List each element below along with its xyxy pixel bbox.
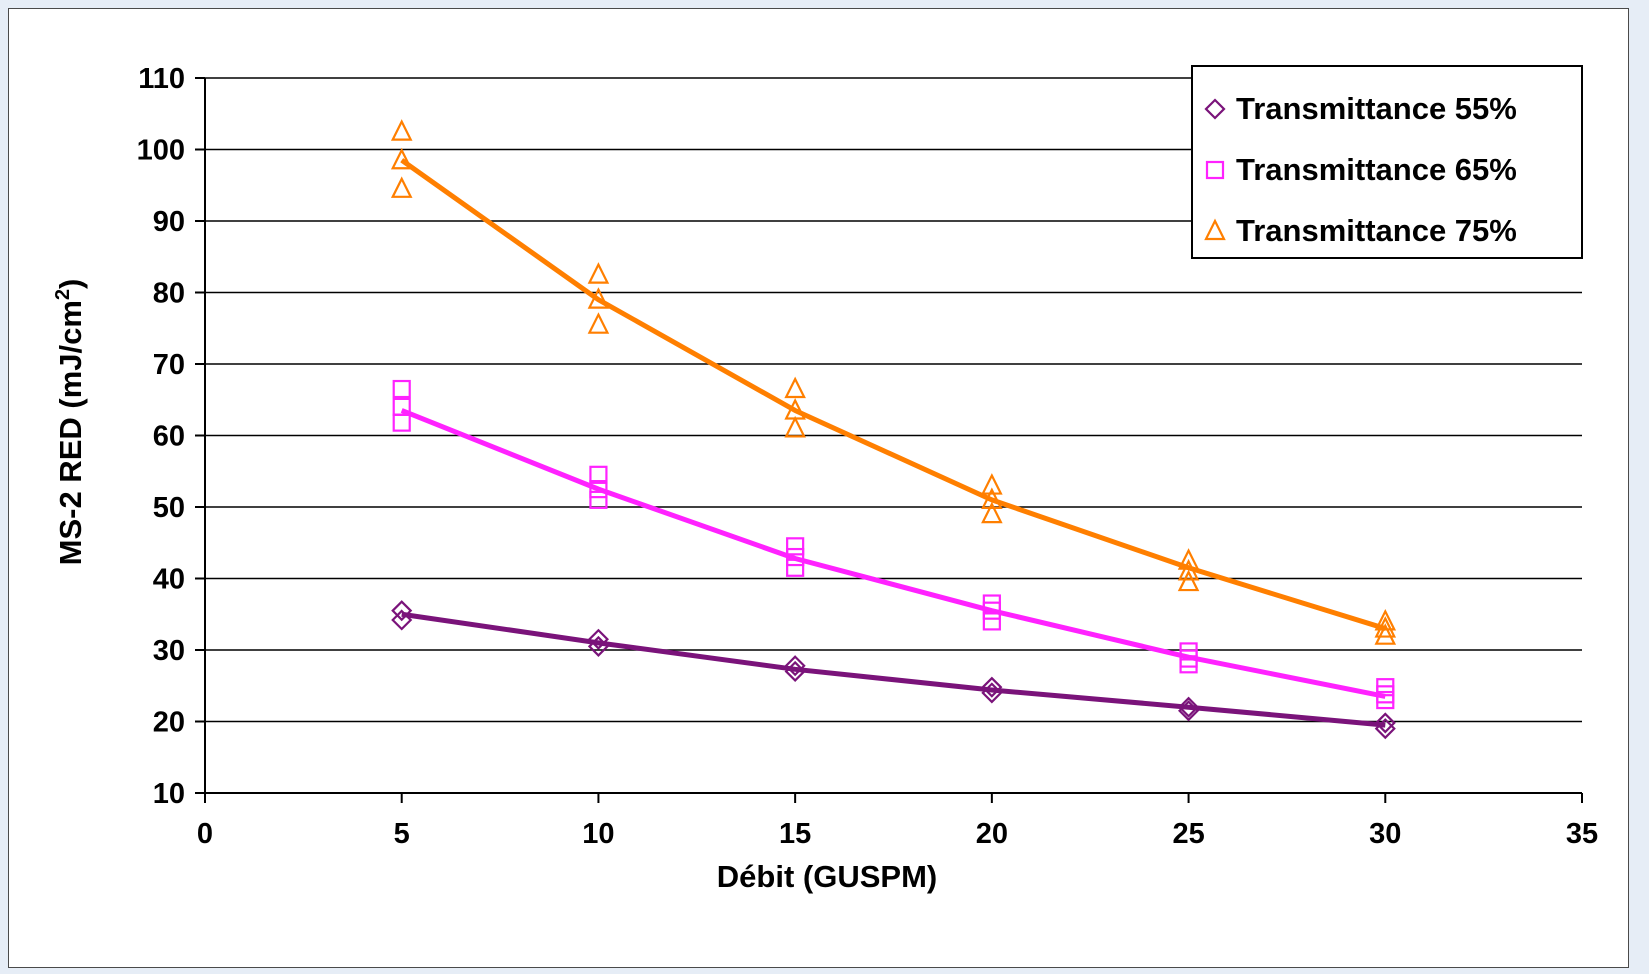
- data-point-s2-15: [1179, 655, 1198, 674]
- data-point-s3-6: [587, 312, 610, 334]
- legend-marker-1: [1204, 98, 1226, 120]
- data-point-s2-1: [392, 379, 411, 399]
- y-tick-label-50: 50: [153, 492, 185, 524]
- y-tick-label-60: 60: [153, 421, 185, 453]
- data-point-s1-11: [1374, 712, 1396, 734]
- legend-label-55: Transmittance 55%: [1236, 91, 1517, 126]
- data-point-s3-14: [1177, 558, 1200, 581]
- trend-line-2: [400, 408, 1386, 699]
- x-tick-label-5: 5: [394, 818, 410, 850]
- data-point-s1-9: [1178, 696, 1200, 718]
- y-axis-title-end: ): [53, 279, 88, 289]
- data-point-s1-3: [587, 628, 609, 650]
- data-point-s1-2: [391, 609, 413, 631]
- data-point-s3-3: [390, 176, 413, 198]
- data-point-s2-3: [392, 413, 411, 432]
- data-point-s2-6: [589, 490, 608, 509]
- trend-line-1: [401, 611, 1386, 728]
- x-tick-label-30: 30: [1369, 818, 1401, 850]
- data-point-s2-5: [589, 480, 608, 499]
- trend-lines: [400, 158, 1387, 728]
- tick-labels: 10 20 30 40 50 60 70 80 90 100 110 0 5 10 15 20 25 30 35: [137, 63, 1599, 850]
- data-point-s1-12: [1374, 718, 1396, 740]
- x-tick-label-15: 15: [779, 818, 811, 850]
- y-axis-title-main: MS-2 RED (mJ/cm: [53, 300, 88, 565]
- y-tick-label-40: 40: [153, 564, 185, 596]
- data-point-s3-17: [1374, 616, 1397, 638]
- y-axis-title: MS-2 RED (mJ/cm2): [52, 279, 88, 566]
- legend: Transmittance 55% Transmittance 65% Tran…: [1191, 65, 1583, 259]
- chart-svg: 10 20 30 40 50 60 70 80 90 100 110 0 5 10 15 20 25 30 35 D…: [52, 63, 1599, 894]
- data-point-s3-16: [1374, 608, 1397, 631]
- data-point-s2-9: [786, 558, 805, 577]
- data-point-s1-1: [391, 600, 413, 622]
- x-tick-label-35: 35: [1566, 818, 1598, 850]
- y-tick-label-70: 70: [153, 349, 185, 381]
- x-tick-label-20: 20: [976, 818, 1008, 850]
- data-point-s3-2: [390, 147, 413, 170]
- data-point-s2-7: [786, 537, 805, 556]
- data-point-s1-7: [981, 676, 1003, 698]
- data-point-s1-4: [587, 635, 609, 657]
- legend-box: [1191, 65, 1583, 259]
- data-point-s2-18: [1376, 690, 1395, 710]
- data-point-s2-4: [589, 465, 608, 484]
- data-point-s1-10: [1178, 700, 1200, 722]
- data-point-s3-11: [981, 487, 1003, 509]
- axes: [195, 77, 1583, 803]
- data-point-s2-8: [786, 547, 805, 567]
- data-point-s3-15: [1177, 569, 1200, 592]
- data-point-s3-5: [587, 287, 610, 309]
- data-point-s1-8: [981, 682, 1003, 704]
- data-points: [390, 119, 1397, 740]
- data-point-s3-18: [1374, 623, 1397, 645]
- x-tick-label-25: 25: [1172, 818, 1204, 850]
- x-tick-label-0: 0: [197, 818, 213, 850]
- legend-marker-2: [1205, 160, 1225, 180]
- y-tick-label-80: 80: [153, 278, 185, 310]
- data-point-s3-13: [1177, 548, 1200, 570]
- y-tick-label-110: 110: [138, 63, 185, 95]
- y-axis-title-sup: 2: [52, 289, 74, 300]
- data-point-s2-12: [982, 612, 1001, 631]
- data-point-s3-10: [981, 473, 1003, 495]
- y-tick-label-90: 90: [153, 206, 185, 238]
- data-point-s3-9: [784, 415, 806, 438]
- y-tick-label-30: 30: [153, 635, 185, 667]
- y-tick-label-10: 10: [153, 778, 185, 810]
- y-tick-label-20: 20: [153, 707, 185, 739]
- data-point-s3-7: [784, 376, 806, 399]
- legend-label-75: Transmittance 75%: [1236, 213, 1517, 248]
- x-axis-title: Débit (GUSPM): [717, 859, 937, 894]
- data-point-s1-5: [784, 655, 806, 677]
- data-point-s3-1: [390, 119, 413, 141]
- data-point-s3-12: [981, 501, 1003, 524]
- legend-markers: [1204, 98, 1226, 241]
- chart-frame: 10 20 30 40 50 60 70 80 90 100 110 0 5 10 15 20 25 30 35 D…: [8, 8, 1629, 968]
- legend-label-65: Transmittance 65%: [1236, 152, 1517, 187]
- legend-marker-3: [1204, 218, 1226, 241]
- trend-line-3: [400, 158, 1387, 631]
- data-point-s2-11: [982, 601, 1001, 620]
- data-point-s1-6: [784, 660, 806, 683]
- x-tick-label-10: 10: [582, 818, 614, 850]
- data-point-s3-4: [587, 262, 610, 284]
- y-tick-label-100: 100: [137, 135, 185, 167]
